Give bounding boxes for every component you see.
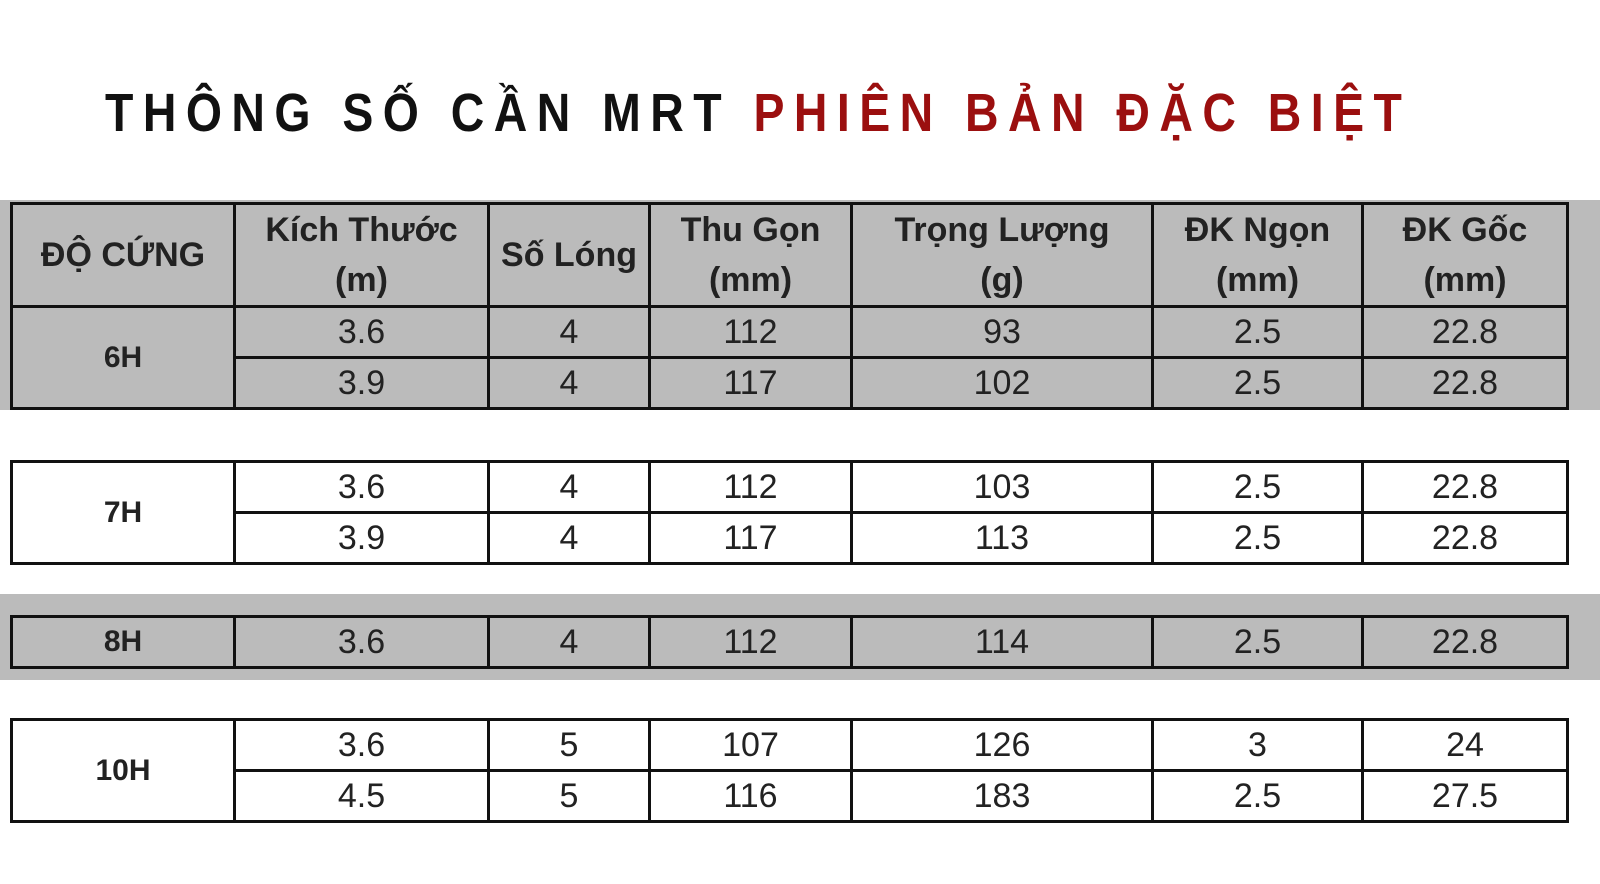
value-cell: 4 [487, 615, 651, 669]
column-header: Trọng Lượng (g) [850, 202, 1154, 308]
value-cell: 5 [487, 769, 651, 823]
header-line1: Kích Thước [265, 211, 458, 249]
value-cell: 22.8 [1361, 356, 1569, 410]
value-cell: 107 [648, 718, 853, 772]
value-cell: 102 [850, 356, 1154, 410]
column-header: Số Lóng [487, 202, 651, 308]
value-cell: 3.9 [233, 511, 490, 565]
hardness-cell: 8H [10, 615, 236, 669]
value-cell: 126 [850, 718, 1154, 772]
header-line1: ĐK Ngọn [1184, 211, 1331, 249]
header-line2: (mm) [708, 261, 793, 299]
value-cell: 113 [850, 511, 1154, 565]
column-header: ĐK Gốc (mm) [1361, 202, 1569, 308]
value-cell: 114 [850, 615, 1154, 669]
value-cell: 117 [648, 511, 853, 565]
header-line1: ĐK Gốc [1402, 211, 1528, 249]
hardness-cell: 7H [10, 460, 236, 565]
spec-table-8h: 8H 3.6 4 112 114 2.5 22.8 [10, 615, 1569, 669]
value-cell: 3.6 [233, 718, 490, 772]
value-cell: 3 [1151, 718, 1364, 772]
value-cell: 22.8 [1361, 460, 1569, 514]
value-cell: 22.8 [1361, 615, 1569, 669]
value-cell: 3.6 [233, 615, 490, 669]
hardness-cell: 6H [10, 305, 236, 410]
page-title: THÔNG SỐ CẦN MRT PHIÊN BẢN ĐẶC BIỆT [105, 82, 1402, 144]
value-cell: 3.9 [233, 356, 490, 410]
title-part2: PHIÊN BẢN ĐẶC BIỆT [753, 83, 1412, 143]
header-row: ĐỘ CỨNG Kích Thước (m) Số Lóng Thu Gọn (mm) Tr… [10, 202, 1569, 308]
value-cell: 5 [487, 718, 651, 772]
header-line2: (mm) [1423, 261, 1507, 299]
column-header: Thu Gọn (mm) [648, 202, 853, 308]
header-line1: ĐỘ CỨNG [40, 236, 206, 274]
value-cell: 2.5 [1151, 460, 1364, 514]
spec-table-6h: ĐỘ CỨNG Kích Thước (m) Số Lóng Thu Gọn (mm) Tr… [10, 202, 1569, 410]
value-cell: 4.5 [233, 769, 490, 823]
table-row: 10H 3.6 5 107 126 3 24 [10, 718, 1569, 823]
value-cell: 2.5 [1151, 615, 1364, 669]
hardness-cell: 10H [10, 718, 236, 823]
value-cell: 93 [850, 305, 1154, 359]
value-cell: 183 [850, 769, 1154, 823]
value-cell: 4 [487, 460, 651, 514]
spec-table-7h: 7H 3.6 4 112 103 2.5 22.8 3.9 4 117 113 2.5 22.8 [10, 460, 1569, 565]
header-line2: (mm) [1215, 261, 1300, 299]
header-line1: Số Lóng [501, 236, 637, 274]
value-cell: 3.6 [233, 305, 490, 359]
value-cell: 27.5 [1361, 769, 1569, 823]
spec-table-10h: 10H 3.6 5 107 126 3 24 4.5 5 116 183 2.5 27.5 [10, 718, 1569, 823]
value-cell: 4 [487, 511, 651, 565]
value-cell: 2.5 [1151, 769, 1364, 823]
table-row: 3.9 4 117 113 2.5 22.8 [12, 511, 1569, 565]
value-cell: 4 [487, 356, 651, 410]
value-cell: 22.8 [1361, 511, 1569, 565]
value-cell: 117 [648, 356, 853, 410]
table-row: 3.9 4 117 102 2.5 22.8 [12, 356, 1569, 410]
value-cell: 103 [850, 460, 1154, 514]
table-row: 4.5 5 116 183 2.5 27.5 [12, 769, 1569, 823]
value-cell: 112 [648, 460, 853, 514]
value-cell: 24 [1361, 718, 1569, 772]
header-line2: (m) [335, 261, 388, 299]
column-header: Kích Thước (m) [233, 202, 490, 308]
value-cell: 2.5 [1151, 511, 1364, 565]
header-line2: (g) [980, 261, 1024, 299]
value-cell: 22.8 [1361, 305, 1569, 359]
header-line1: Thu Gọn [680, 211, 821, 249]
value-cell: 4 [487, 305, 651, 359]
value-cell: 2.5 [1151, 305, 1364, 359]
table-row: 6H 3.6 4 112 93 2.5 22.8 [10, 305, 1569, 410]
column-header: ĐK Ngọn (mm) [1151, 202, 1364, 308]
table-row: 7H 3.6 4 112 103 2.5 22.8 [10, 460, 1569, 565]
table-row: 8H 3.6 4 112 114 2.5 22.8 [10, 615, 1569, 669]
value-cell: 112 [648, 305, 853, 359]
header-line1: Trọng Lượng [894, 211, 1110, 249]
value-cell: 116 [648, 769, 853, 823]
column-header: ĐỘ CỨNG [10, 202, 236, 308]
value-cell: 3.6 [233, 460, 490, 514]
value-cell: 112 [648, 615, 853, 669]
value-cell: 2.5 [1151, 356, 1364, 410]
title-part1: THÔNG SỐ CẦN MRT [105, 83, 732, 143]
